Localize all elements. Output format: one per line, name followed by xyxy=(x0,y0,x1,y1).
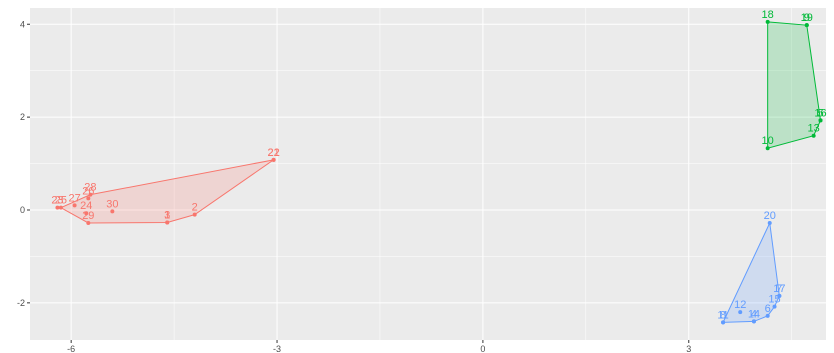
y-tick-label: 0 xyxy=(20,205,25,215)
data-point-25 xyxy=(58,205,63,210)
point-label-11: 11 xyxy=(717,309,728,321)
point-label-3: 3 xyxy=(164,210,170,222)
data-points xyxy=(55,19,823,325)
plot-panel xyxy=(30,8,826,340)
point-label-10: 10 xyxy=(762,135,774,147)
point-label-6: 6 xyxy=(765,303,771,315)
point-label-25: 25 xyxy=(55,195,67,207)
data-point-20 xyxy=(767,220,772,225)
x-tick-label: -3 xyxy=(273,344,281,353)
data-point-30 xyxy=(110,209,115,214)
data-point-9 xyxy=(804,23,809,28)
data-point-5 xyxy=(818,118,823,123)
data-point-12 xyxy=(738,310,743,315)
point-label-16: 16 xyxy=(814,107,826,119)
point-label-27: 27 xyxy=(68,192,80,204)
point-label-7: 7 xyxy=(776,283,782,295)
minor-gridlines xyxy=(30,8,826,340)
data-point-27 xyxy=(72,203,77,208)
point-label-5: 5 xyxy=(817,107,823,119)
point-label-8: 8 xyxy=(720,309,726,321)
data-point-28 xyxy=(88,192,93,197)
point-label-13: 13 xyxy=(808,123,820,135)
point-label-2: 2 xyxy=(192,202,198,214)
y-tick-label: -2 xyxy=(17,298,25,308)
data-point-1 xyxy=(165,220,170,225)
point-label-22: 22 xyxy=(267,147,279,159)
point-label-20: 20 xyxy=(764,210,776,222)
data-point-29 xyxy=(86,220,91,225)
point-label-1: 1 xyxy=(164,210,170,222)
data-point-7 xyxy=(777,293,782,298)
point-label-21: 21 xyxy=(267,147,279,159)
y-tick-label: 4 xyxy=(20,19,25,29)
x-tick-label: 3 xyxy=(686,344,691,353)
data-point-4 xyxy=(751,319,756,324)
data-point-15 xyxy=(772,304,777,309)
data-point-2 xyxy=(192,212,197,217)
point-label-30: 30 xyxy=(106,198,118,210)
point-label-4: 4 xyxy=(751,308,757,320)
data-point-10 xyxy=(765,146,770,151)
point-label-14: 14 xyxy=(748,308,760,320)
point-label-28: 28 xyxy=(84,182,96,194)
data-point-8 xyxy=(721,320,726,325)
data-point-6 xyxy=(765,313,770,318)
data-point-24 xyxy=(84,211,89,216)
data-point-13 xyxy=(811,133,816,138)
point-label-17: 17 xyxy=(773,283,785,295)
point-label-18: 18 xyxy=(762,9,774,21)
data-point-18 xyxy=(765,19,770,24)
major-gridlines xyxy=(30,8,826,340)
point-label-29: 29 xyxy=(82,210,94,222)
point-label-9: 9 xyxy=(804,12,810,24)
point-label-23: 23 xyxy=(51,195,63,207)
point-label-15: 15 xyxy=(768,294,780,306)
point-label-24: 24 xyxy=(80,200,92,212)
point-label-26: 26 xyxy=(82,185,94,197)
data-point-23 xyxy=(55,205,60,210)
point-label-12: 12 xyxy=(734,299,746,311)
x-tick-label: 0 xyxy=(480,344,485,353)
y-tick-label: 2 xyxy=(20,112,25,122)
x-tick-label: -6 xyxy=(67,344,75,353)
data-point-26 xyxy=(86,196,91,201)
point-label-19: 19 xyxy=(801,12,813,24)
cluster-hull-2 xyxy=(767,21,822,149)
data-point-22 xyxy=(271,157,276,162)
